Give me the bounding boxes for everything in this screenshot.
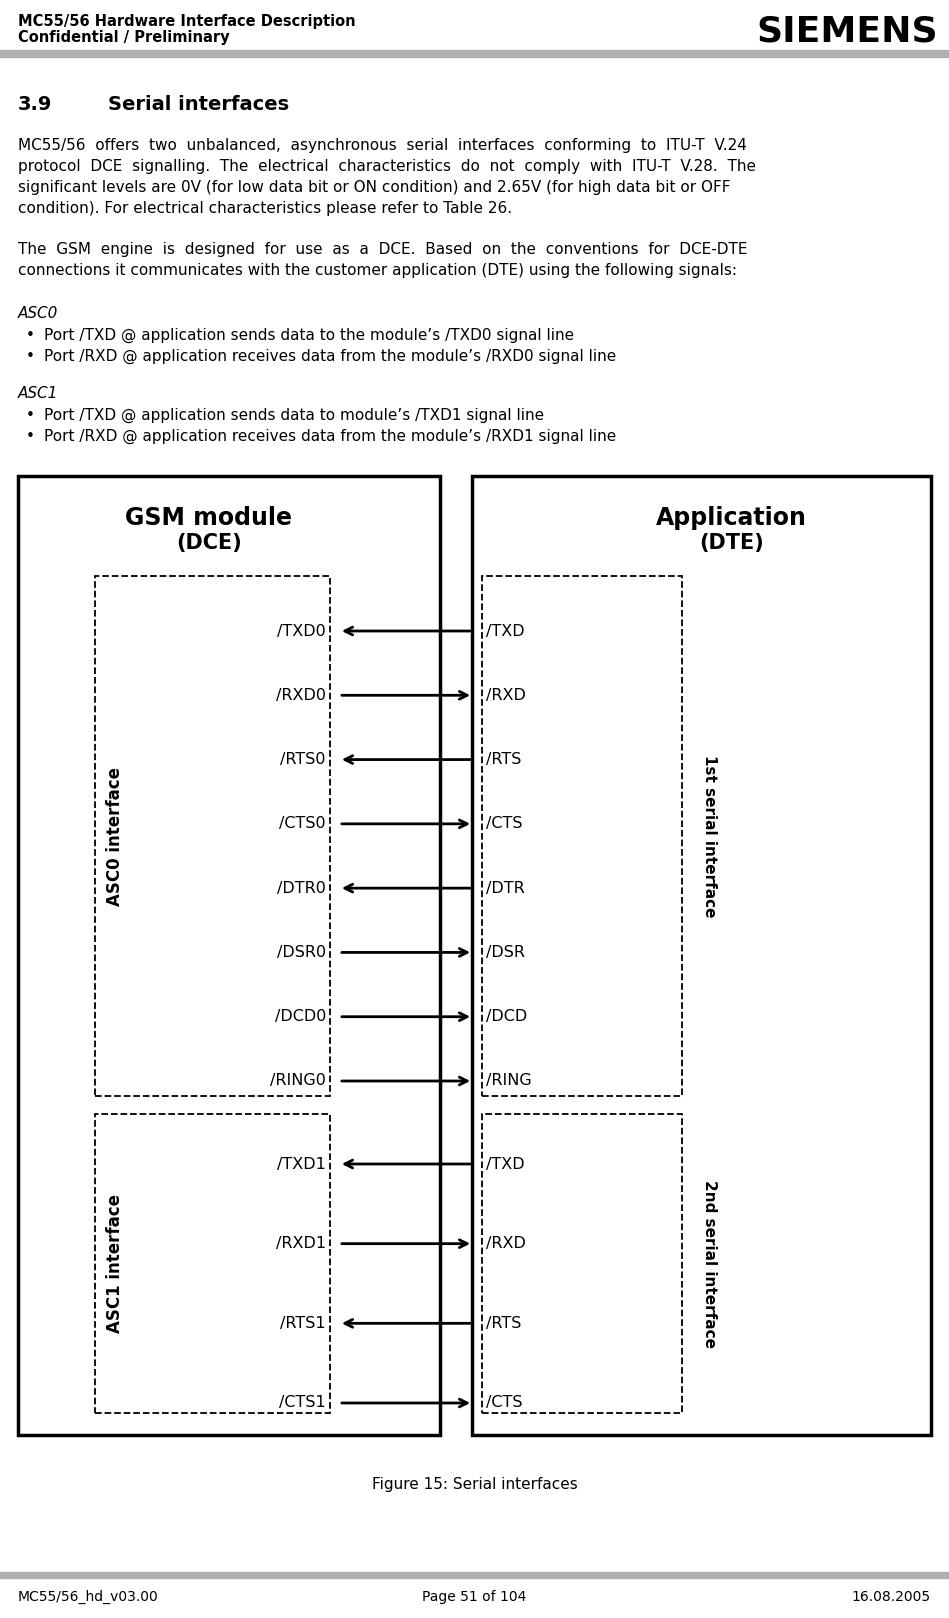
Text: Port /TXD @ application sends data to module’s /TXD1 signal line: Port /TXD @ application sends data to mo…	[44, 408, 544, 424]
Text: ASC0 interface: ASC0 interface	[106, 767, 124, 906]
Text: /DTR0: /DTR0	[277, 880, 326, 896]
Text: /RING0: /RING0	[270, 1073, 326, 1089]
Bar	[472, 476, 931, 1435]
Text: /RTS0: /RTS0	[281, 752, 326, 767]
Text: /CTS0: /CTS0	[279, 817, 326, 832]
Text: MC55/56  offers  two  unbalanced,  asynchronous  serial  interfaces  conforming : MC55/56 offers two unbalanced, asynchron…	[18, 138, 747, 154]
Text: •: •	[26, 408, 35, 422]
Text: Confidential / Preliminary: Confidential / Preliminary	[18, 31, 230, 45]
Text: /DTR: /DTR	[486, 880, 525, 896]
Text: 16.08.2005: 16.08.2005	[852, 1590, 931, 1603]
Text: protocol  DCE  signalling.  The  electrical  characteristics  do  not  comply  w: protocol DCE signalling. The electrical …	[18, 159, 756, 175]
Text: Port /RXD @ application receives data from the module’s /RXD1 signal line: Port /RXD @ application receives data fr…	[44, 429, 616, 445]
Text: ASC1: ASC1	[18, 387, 59, 401]
Bar	[482, 1115, 682, 1413]
Text: Port /TXD @ application sends data to the module’s /TXD0 signal line: Port /TXD @ application sends data to th…	[44, 328, 574, 343]
Text: /RTS1: /RTS1	[280, 1315, 326, 1332]
Text: Port /RXD @ application receives data from the module’s /RXD0 signal line: Port /RXD @ application receives data fr…	[44, 349, 616, 364]
Text: MC55/56_hd_v03.00: MC55/56_hd_v03.00	[18, 1590, 158, 1603]
Text: •: •	[26, 328, 35, 343]
Text: /DCD: /DCD	[486, 1010, 528, 1024]
Text: GSM module: GSM module	[125, 506, 292, 531]
Text: /TXD: /TXD	[486, 623, 525, 639]
Text: •: •	[26, 429, 35, 443]
Text: Application: Application	[656, 506, 807, 531]
Text: The  GSM  engine  is  designed  for  use  as  a  DCE.  Based  on  the  conventio: The GSM engine is designed for use as a …	[18, 243, 748, 257]
Text: /TXD1: /TXD1	[277, 1157, 326, 1171]
Text: /RXD: /RXD	[486, 1236, 526, 1251]
Text: 3.9: 3.9	[18, 95, 52, 113]
Text: /RXD1: /RXD1	[276, 1236, 326, 1251]
Bar	[95, 1115, 330, 1413]
Text: /RTS: /RTS	[486, 1315, 521, 1332]
Bar	[18, 476, 440, 1435]
Bar	[0, 50, 949, 57]
Text: 1st serial interface: 1st serial interface	[702, 754, 717, 917]
Text: Page 51 of 104: Page 51 of 104	[421, 1590, 526, 1603]
Text: /RXD0: /RXD0	[276, 688, 326, 702]
Text: connections it communicates with the customer application (DTE) using the follow: connections it communicates with the cus…	[18, 264, 737, 278]
Text: /TXD: /TXD	[486, 1157, 525, 1171]
Text: /DSR: /DSR	[486, 945, 525, 959]
Text: (DTE): (DTE)	[699, 532, 764, 553]
Text: •: •	[26, 349, 35, 364]
Text: (DCE): (DCE)	[177, 532, 242, 553]
Text: 2nd serial interface: 2nd serial interface	[702, 1180, 717, 1348]
Text: MC55/56 Hardware Interface Description: MC55/56 Hardware Interface Description	[18, 15, 356, 29]
Text: /DSR0: /DSR0	[277, 945, 326, 959]
Text: /CTS1: /CTS1	[279, 1395, 326, 1411]
Text: SIEMENS: SIEMENS	[756, 15, 938, 49]
Text: /CTS: /CTS	[486, 1395, 523, 1411]
Text: /CTS: /CTS	[486, 817, 523, 832]
Text: /TXD0: /TXD0	[277, 623, 326, 639]
Text: condition). For electrical characteristics please refer to Table 26.: condition). For electrical characteristi…	[18, 201, 512, 215]
Text: /RTS: /RTS	[486, 752, 521, 767]
Text: Figure 15: Serial interfaces: Figure 15: Serial interfaces	[372, 1477, 577, 1492]
Bar	[482, 576, 682, 1095]
Text: /DCD0: /DCD0	[274, 1010, 326, 1024]
Text: ASC0: ASC0	[18, 306, 59, 320]
Text: /RXD: /RXD	[486, 688, 526, 702]
Text: /RING: /RING	[486, 1073, 531, 1089]
Text: ASC1 interface: ASC1 interface	[106, 1194, 124, 1333]
Bar	[0, 1573, 949, 1578]
Text: significant levels are 0V (for low data bit or ON condition) and 2.65V (for high: significant levels are 0V (for low data …	[18, 180, 731, 196]
Bar	[95, 576, 330, 1095]
Text: Serial interfaces: Serial interfaces	[108, 95, 289, 113]
